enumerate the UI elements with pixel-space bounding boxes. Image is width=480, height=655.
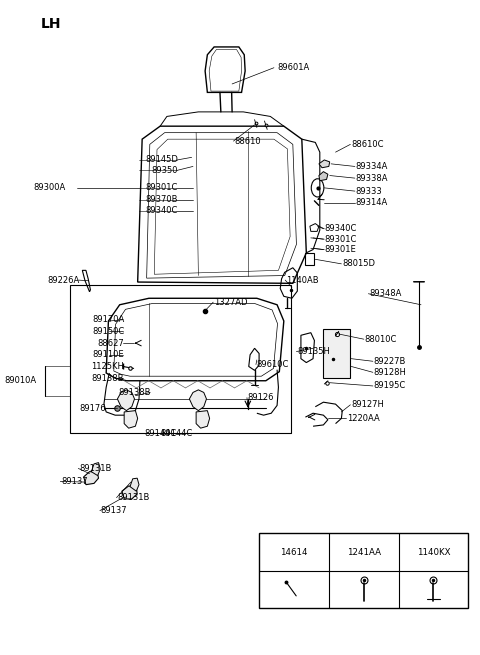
Text: 89333: 89333 bbox=[356, 187, 383, 196]
Text: 89131B: 89131B bbox=[79, 464, 111, 473]
Text: 89144C: 89144C bbox=[144, 429, 176, 438]
Text: 89195C: 89195C bbox=[374, 381, 406, 390]
Text: 89227B: 89227B bbox=[374, 357, 406, 365]
Text: 88627: 88627 bbox=[97, 339, 124, 348]
Text: 88015D: 88015D bbox=[342, 259, 375, 269]
Text: 89135H: 89135H bbox=[297, 347, 330, 356]
Text: 89110E: 89110E bbox=[93, 350, 124, 360]
Text: 89170A: 89170A bbox=[92, 315, 124, 324]
Polygon shape bbox=[196, 411, 210, 428]
Text: 89127H: 89127H bbox=[351, 400, 384, 409]
Polygon shape bbox=[124, 411, 138, 428]
Text: 89340C: 89340C bbox=[324, 224, 357, 233]
Text: 89138B: 89138B bbox=[92, 373, 124, 383]
Polygon shape bbox=[190, 390, 206, 411]
Text: 89145D: 89145D bbox=[145, 155, 178, 164]
Text: 89370B: 89370B bbox=[145, 195, 178, 204]
Text: 89226A: 89226A bbox=[47, 276, 79, 284]
Text: 89137: 89137 bbox=[101, 506, 127, 515]
Polygon shape bbox=[91, 462, 100, 476]
Polygon shape bbox=[319, 160, 330, 168]
Text: 1220AA: 1220AA bbox=[347, 414, 380, 423]
Text: 89138B: 89138B bbox=[119, 388, 151, 397]
Text: 89300A: 89300A bbox=[34, 183, 66, 193]
Text: 89137: 89137 bbox=[61, 477, 88, 486]
Text: 89131B: 89131B bbox=[118, 493, 150, 502]
Polygon shape bbox=[118, 390, 134, 411]
Text: 89176: 89176 bbox=[80, 403, 106, 413]
Text: 89601A: 89601A bbox=[277, 64, 309, 72]
Text: 89126: 89126 bbox=[248, 393, 275, 402]
Text: 14614: 14614 bbox=[280, 548, 308, 557]
Text: 1241AA: 1241AA bbox=[347, 548, 381, 557]
Text: 89128H: 89128H bbox=[374, 368, 407, 377]
Text: 89301C: 89301C bbox=[146, 183, 178, 193]
Text: 89350: 89350 bbox=[152, 166, 178, 175]
Text: 89348A: 89348A bbox=[369, 290, 402, 298]
Polygon shape bbox=[122, 486, 137, 499]
Polygon shape bbox=[319, 172, 328, 181]
Text: 89340C: 89340C bbox=[146, 206, 178, 215]
Text: 89338A: 89338A bbox=[356, 174, 388, 183]
Text: 88610: 88610 bbox=[234, 137, 261, 145]
Text: 89334A: 89334A bbox=[356, 162, 388, 171]
Bar bbox=[324, 329, 350, 378]
Text: 89144C: 89144C bbox=[160, 429, 192, 438]
Polygon shape bbox=[84, 472, 98, 485]
Text: 89314A: 89314A bbox=[356, 198, 388, 207]
Text: 1327AD: 1327AD bbox=[214, 297, 248, 307]
Text: 88610C: 88610C bbox=[351, 140, 384, 149]
Text: 1140AB: 1140AB bbox=[286, 276, 319, 284]
Bar bbox=[259, 533, 468, 608]
Text: 1140KX: 1140KX bbox=[417, 548, 450, 557]
Polygon shape bbox=[130, 478, 139, 491]
Text: 1125KH: 1125KH bbox=[91, 362, 124, 371]
Text: 89301C: 89301C bbox=[324, 234, 357, 244]
Text: LH: LH bbox=[41, 16, 61, 31]
Text: 88010C: 88010C bbox=[365, 335, 397, 344]
Text: 89150C: 89150C bbox=[92, 327, 124, 336]
Bar bbox=[70, 285, 290, 433]
Text: 89610C: 89610C bbox=[257, 360, 289, 369]
Text: 89301E: 89301E bbox=[324, 245, 356, 254]
Text: 89010A: 89010A bbox=[4, 376, 36, 385]
